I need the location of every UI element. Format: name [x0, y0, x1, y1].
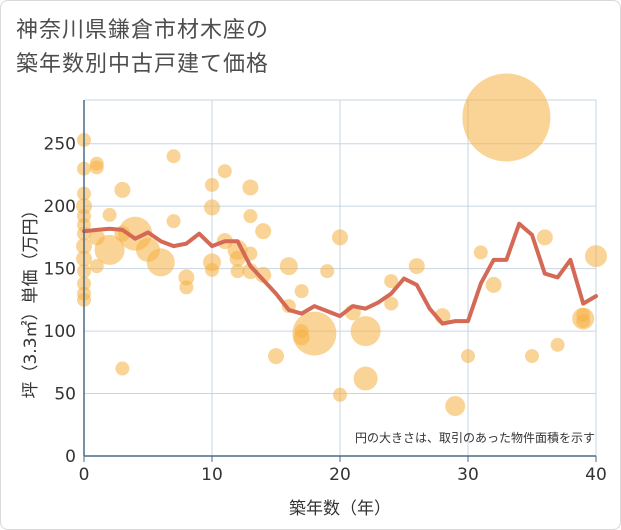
bubble-47: [294, 284, 309, 299]
axes: [83, 100, 597, 462]
bubble-55: [350, 316, 381, 347]
trend-line-0: [82, 221, 598, 326]
bubble-62: [461, 349, 475, 364]
bubble-24: [146, 248, 175, 277]
chart-title: 神奈川県鎌倉市材木座の 築年数別中古戸建て価格: [16, 14, 269, 82]
bubble-38: [242, 179, 259, 196]
bubble-57: [384, 274, 399, 289]
bubble-68: [550, 337, 565, 352]
bubble-39: [243, 209, 258, 224]
bubble-28: [179, 280, 194, 295]
bubble-size-note: 円の大きさは、取引のあった物件面積を示す: [355, 430, 595, 445]
y-tick-label-0: 0: [65, 447, 76, 467]
chart-title-line-2: 築年数別中古戸建て価格: [16, 52, 270, 77]
bubble-51: [320, 264, 335, 279]
x-tick-label-0: 0: [79, 465, 90, 485]
y-tick-label-200: 200: [44, 197, 76, 217]
bubble-17: [102, 207, 117, 222]
y-tick-label-50: 50: [54, 385, 76, 405]
bubble-layer: [76, 73, 607, 417]
bubble-29: [205, 177, 219, 192]
bubble-59: [408, 258, 425, 275]
x-tick-label-30: 30: [457, 465, 479, 485]
bubble-32: [205, 262, 219, 277]
bubble-21: [115, 361, 130, 376]
bubble-52: [332, 229, 348, 246]
bubble-50: [292, 311, 337, 356]
bubble-63: [473, 245, 488, 260]
bubble-67: [536, 229, 553, 246]
bubble-36: [229, 250, 246, 267]
bubble-53: [333, 387, 347, 402]
x-tick-label-10: 10: [201, 465, 223, 485]
bubble-27: [178, 269, 195, 286]
bubble-58: [384, 296, 399, 311]
x-axis-label: 築年数（年）: [289, 499, 391, 519]
bubble-14: [89, 160, 104, 175]
trend-line-layer: [82, 221, 598, 326]
bubble-33: [217, 164, 232, 179]
x-tick-label-20: 20: [329, 465, 351, 485]
x-tick-label-40: 40: [585, 465, 607, 485]
chart-title-line-1: 神奈川県鎌倉市材木座の: [16, 18, 270, 43]
bubble-65: [462, 73, 551, 162]
bubble-16: [89, 259, 104, 274]
bubble-37: [230, 264, 245, 279]
bubble-19: [114, 181, 131, 198]
bubble-71: [576, 314, 591, 329]
bubble-44: [268, 348, 284, 365]
bubble-64: [485, 276, 502, 293]
bubble-18: [94, 234, 125, 265]
y-tick-label-250: 250: [44, 135, 76, 155]
bubble-45: [279, 257, 298, 276]
y-tick-label-100: 100: [44, 322, 76, 342]
bubble-72: [585, 245, 607, 268]
bubble-41: [242, 263, 259, 280]
bubble-43: [255, 266, 272, 283]
bubble-30: [204, 199, 220, 216]
y-tick-label-150: 150: [44, 260, 76, 280]
bubble-61: [445, 396, 466, 417]
bubble-56: [353, 366, 378, 391]
bubble-66: [525, 349, 539, 364]
bubble-42: [255, 223, 272, 240]
y-axis-label: 坪（3.3㎡）単価（万円）: [21, 201, 41, 398]
bubble-26: [166, 214, 181, 229]
bubble-25: [166, 149, 181, 164]
tick-labels: 0 10 20 30 40 0 50 100 150 200 250: [44, 135, 607, 485]
